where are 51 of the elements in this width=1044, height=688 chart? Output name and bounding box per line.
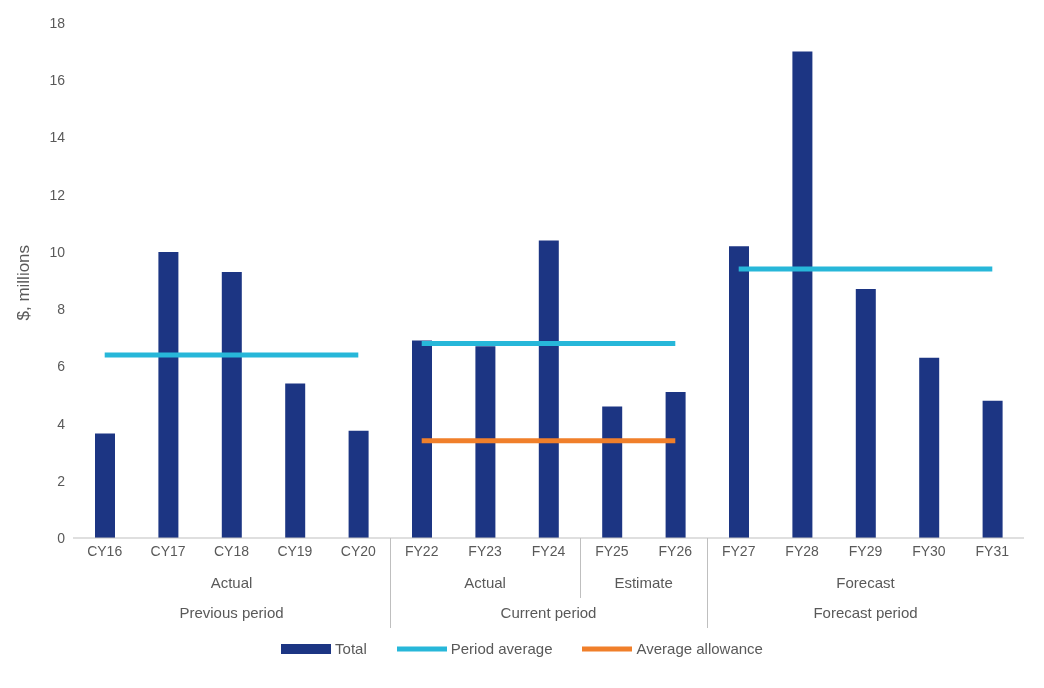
- text: Estimate: [613, 573, 674, 593]
- text: Current period: [499, 603, 598, 623]
- text: Forecast period: [812, 603, 919, 623]
- bar: [665, 392, 686, 538]
- bar: [729, 246, 749, 538]
- y-tick-label: 10: [49, 243, 66, 260]
- x-tick-label: FY28: [785, 542, 820, 559]
- bar: [538, 240, 559, 538]
- x-tick-label: FY29: [848, 542, 883, 559]
- y-tick-label: 16: [49, 72, 66, 89]
- x-tick-label: FY31: [975, 542, 1010, 559]
- legend-label: Period average: [450, 640, 553, 657]
- y-tick-label: 14: [49, 129, 66, 146]
- bar: [158, 251, 179, 538]
- y-tick-label: 8: [57, 301, 66, 318]
- bar: [285, 383, 306, 538]
- y-tick-label: 0: [57, 529, 66, 546]
- x-tick-label: CY19: [277, 542, 313, 559]
- y-tick-label: 2: [57, 472, 66, 489]
- bar: [475, 346, 496, 538]
- x-tick-label: CY20: [340, 542, 377, 559]
- x-tick-label: FY26: [658, 542, 693, 559]
- bar: [602, 406, 623, 538]
- x-tick-label: CY18: [213, 542, 250, 559]
- y-tick-label: 12: [49, 186, 66, 203]
- y-axis-title: $, millions: [14, 244, 34, 321]
- text: Previous period: [178, 603, 285, 623]
- bar: [221, 271, 242, 538]
- bar: [982, 400, 1003, 538]
- bar: [792, 51, 813, 538]
- x-tick-label: CY16: [87, 542, 123, 559]
- y-tick-label: 6: [57, 358, 66, 375]
- x-tick-label: FY25: [595, 542, 629, 559]
- y-tick-label: 4: [57, 415, 66, 432]
- bar: [919, 357, 940, 538]
- y-tick-label: 18: [49, 14, 66, 31]
- text: Actual: [209, 573, 254, 593]
- x-tick-label: FY23: [468, 542, 503, 559]
- x-tick-label: FY22: [404, 542, 439, 559]
- bar: [95, 433, 115, 538]
- x-tick-label: FY24: [531, 542, 566, 559]
- x-tick-label: FY30: [912, 542, 946, 559]
- legend-label: Average allowance: [636, 640, 763, 657]
- text: Actual: [463, 573, 507, 593]
- x-tick-label: CY17: [150, 542, 186, 559]
- bar: [855, 289, 876, 538]
- legend-label: Total: [335, 640, 367, 657]
- bar: [348, 430, 369, 538]
- bar: [412, 340, 432, 538]
- x-tick-label: FY27: [721, 542, 756, 559]
- text: Forecast: [835, 573, 896, 593]
